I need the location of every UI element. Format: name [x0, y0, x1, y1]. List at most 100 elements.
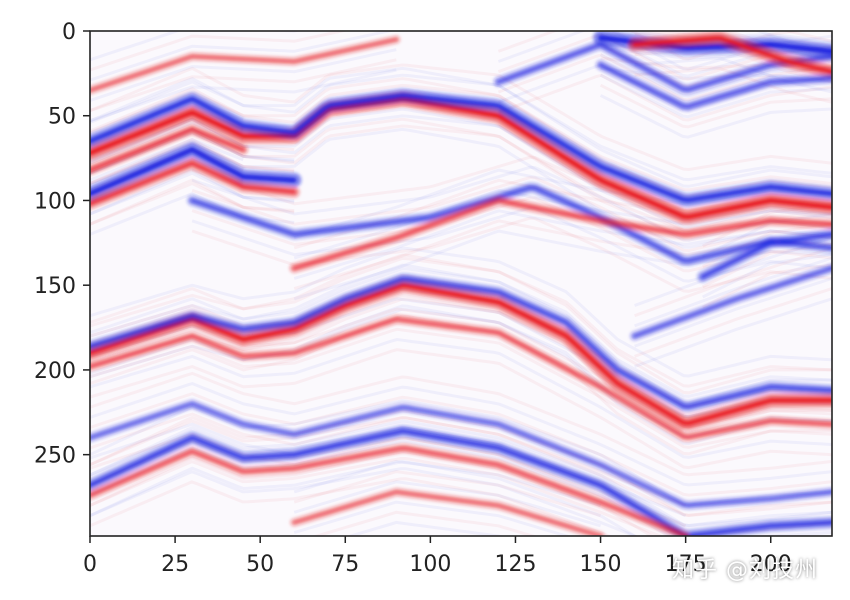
y-axis: 0 50 100 150 200 250	[34, 20, 90, 469]
texture-trace	[90, 419, 832, 528]
texture-trace	[293, 459, 602, 507]
texture-trace	[293, 500, 572, 536]
horizon-trace	[633, 266, 832, 338]
texture-trace	[90, 171, 295, 216]
texture-trace	[783, 31, 832, 43]
x-tick-label: 200	[750, 552, 792, 577]
texture-trace	[90, 66, 832, 188]
texture-trace	[90, 256, 832, 388]
horizon-trace	[90, 38, 398, 92]
texture-trace	[191, 175, 832, 253]
texture-trace	[90, 412, 832, 517]
horizon-trace	[90, 147, 297, 197]
texture-trace	[90, 178, 295, 226]
texture-trace	[293, 480, 602, 528]
watermark-text: 知乎 @刘技州	[672, 558, 818, 583]
horizon-trace	[90, 402, 832, 507]
horizon-trace	[632, 35, 832, 74]
texture-trace	[90, 48, 397, 102]
horizon-trace	[90, 446, 688, 536]
texture-trace	[90, 477, 614, 536]
x-tick-label: 0	[83, 552, 97, 577]
x-tick-label: 150	[580, 552, 622, 577]
y-tick-label: 100	[34, 189, 76, 214]
horizon-trace	[90, 429, 832, 536]
texture-trace	[90, 294, 832, 436]
y-tick-label: 50	[48, 105, 76, 130]
texture-trace	[90, 253, 832, 395]
x-axis: 0 25 50 75 100 125 150 175 200	[83, 536, 792, 577]
texture-trace	[90, 168, 295, 216]
texture-trace	[497, 73, 832, 122]
texture-trace	[311, 510, 538, 536]
texture-trace	[90, 83, 832, 192]
x-tick-label: 175	[665, 552, 707, 577]
texture-trace	[90, 457, 665, 536]
texture-trace	[90, 137, 244, 182]
texture-trace	[90, 416, 687, 507]
x-tick-label: 50	[246, 552, 274, 577]
texture-trace	[90, 371, 832, 477]
texture-trace	[497, 53, 832, 102]
texture-trace	[599, 53, 832, 98]
texture-trace	[293, 470, 602, 518]
texture-trace	[90, 327, 832, 449]
texture-trace	[191, 206, 832, 283]
texture-trace	[634, 276, 832, 348]
horizon-layer	[90, 31, 832, 536]
texture-trace	[90, 137, 295, 185]
horizon-trace	[90, 127, 245, 172]
horizon-trace	[90, 276, 832, 409]
texture-trace	[90, 63, 832, 172]
texture-trace	[90, 267, 832, 398]
texture-trace	[599, 73, 832, 119]
x-tick-label: 100	[409, 552, 451, 577]
texture-trace	[634, 287, 832, 358]
x-tick-label: 75	[331, 552, 359, 577]
horizon-trace	[598, 63, 832, 109]
y-tick-label: 0	[62, 20, 76, 45]
texture-trace	[90, 382, 832, 487]
texture-trace	[191, 155, 832, 232]
y-tick-label: 150	[34, 274, 76, 299]
texture-trace	[90, 337, 832, 459]
texture-trace	[90, 73, 832, 182]
texture-trace	[634, 256, 832, 328]
texture-trace	[90, 467, 639, 536]
horizon-trace	[90, 93, 832, 203]
texture-trace	[90, 460, 638, 536]
texture-trace	[599, 94, 832, 139]
texture-trace	[634, 297, 832, 368]
texture-trace	[90, 181, 295, 226]
horizon-trace	[292, 198, 832, 270]
horizon-trace	[90, 317, 832, 439]
texture-trace	[90, 31, 302, 62]
horizon-trace	[90, 96, 832, 220]
horizon-trace	[90, 283, 832, 426]
texture-trace	[818, 31, 832, 33]
texture-trace	[90, 68, 397, 123]
texture-trace	[90, 58, 397, 113]
x-tick-label: 125	[494, 552, 536, 577]
texture-trace	[90, 31, 349, 72]
texture-trace	[345, 520, 504, 536]
texture-trace	[90, 392, 832, 497]
texture-trace	[90, 127, 832, 249]
texture-trace	[601, 7, 832, 20]
texture-trace	[634, 246, 832, 318]
horizon-trace	[90, 161, 297, 206]
texture-trace	[90, 31, 396, 82]
texture-trace	[90, 348, 832, 470]
horizon-trace	[292, 490, 603, 536]
horizon-trace	[700, 232, 832, 279]
texture-trace	[702, 253, 832, 299]
texture-trace	[702, 263, 832, 309]
horizon-trace	[190, 185, 832, 263]
texture-trace	[293, 209, 832, 280]
y-tick-label: 250	[34, 444, 76, 469]
x-tick-label: 25	[161, 552, 189, 577]
y-tick-label: 200	[34, 359, 76, 384]
plot-frame	[89, 30, 833, 537]
texture-trace	[599, 83, 832, 129]
